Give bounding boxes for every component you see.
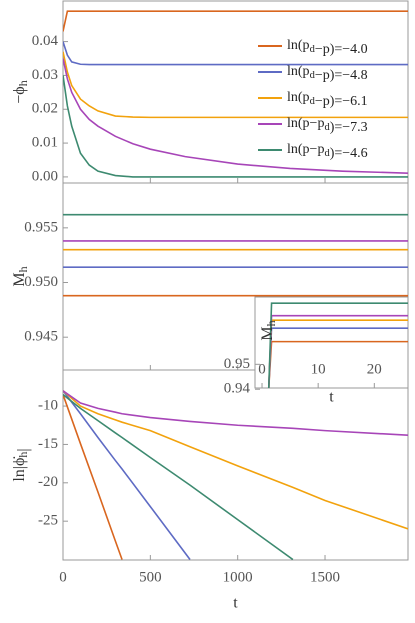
y-tick-label: -25 bbox=[38, 513, 58, 529]
legend-label: ln(pd−p)=−4.0 bbox=[287, 38, 368, 57]
x-tick-label: 1500 bbox=[310, 569, 340, 585]
legend-label: ln(p−pd)=−4.6 bbox=[287, 142, 368, 161]
x-axis-label: t bbox=[233, 595, 238, 612]
y-tick-label: 0.04 bbox=[32, 33, 59, 49]
y-tick-label: 0.02 bbox=[32, 101, 58, 117]
y-tick-label: 0.94 bbox=[224, 381, 251, 397]
legend-label: ln(pd−p)=−6.1 bbox=[287, 90, 368, 109]
plot-area bbox=[63, 213, 408, 297]
legend-label: ln(p−pd)=−7.3 bbox=[287, 116, 368, 135]
frame bbox=[254, 296, 409, 389]
series-line bbox=[63, 390, 191, 560]
x-tick-label: 1000 bbox=[223, 569, 253, 585]
series-line bbox=[63, 393, 294, 560]
x-tick-label: 20 bbox=[367, 361, 382, 377]
series-line bbox=[63, 51, 408, 119]
series-line bbox=[63, 10, 408, 32]
series-line bbox=[267, 302, 408, 388]
series-line bbox=[63, 390, 408, 437]
y-axis-label: ln|ϕ̇h| bbox=[11, 448, 32, 481]
plot-area bbox=[63, 390, 408, 560]
frame bbox=[62, 369, 409, 561]
series-line bbox=[63, 58, 408, 174]
y-tick-label: 0.00 bbox=[32, 168, 58, 184]
y-tick-label: 0.95 bbox=[224, 356, 250, 372]
y-tick-label: 0.03 bbox=[32, 67, 58, 83]
x-tick-label: 500 bbox=[139, 569, 162, 585]
series-line bbox=[63, 41, 408, 66]
series-line bbox=[63, 390, 408, 530]
plot-area bbox=[63, 10, 408, 178]
series-line bbox=[63, 394, 123, 560]
x-tick-label: 0 bbox=[59, 569, 67, 585]
y-axis-label: −ϕh bbox=[11, 80, 30, 103]
y-axis-label: Mh bbox=[259, 320, 278, 340]
inset-background bbox=[255, 297, 408, 388]
y-tick-label: 0.01 bbox=[32, 135, 58, 151]
series-line bbox=[63, 75, 408, 178]
y-tick-label: 0.945 bbox=[24, 329, 58, 345]
y-tick-label: -10 bbox=[38, 398, 58, 414]
plot-area bbox=[267, 302, 408, 388]
y-tick-label: -15 bbox=[38, 436, 58, 452]
x-tick-label: 0 bbox=[258, 361, 266, 377]
y-tick-label: 0.955 bbox=[24, 219, 58, 235]
x-tick-label: 10 bbox=[311, 361, 326, 377]
y-tick-label: 0.950 bbox=[24, 274, 58, 290]
y-axis-label: Mh bbox=[11, 266, 30, 286]
y-tick-label: -20 bbox=[38, 474, 58, 490]
x-axis-label: t bbox=[329, 389, 334, 406]
legend-label: ln(pd−p)=−4.8 bbox=[287, 64, 368, 83]
